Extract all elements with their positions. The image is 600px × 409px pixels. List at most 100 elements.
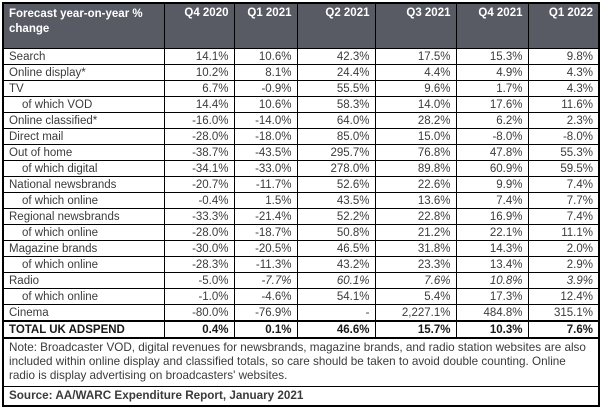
cell-value: -5.0%: [163, 272, 235, 289]
cell-value: 7.6%: [374, 272, 457, 289]
note-row: Note: Broadcaster VOD, digital revenues …: [2, 337, 600, 388]
cell-value: 22.8%: [374, 208, 457, 225]
cell-value: 42.3%: [296, 48, 376, 65]
row-label: of which online: [2, 224, 165, 241]
row-label: TV: [2, 80, 165, 97]
cell-value: -34.1%: [163, 160, 235, 177]
row-label: of which online: [2, 192, 165, 209]
cell-value: -0.9%: [233, 80, 298, 97]
column-header-q3-2021: Q3 2021: [374, 2, 457, 49]
cell-value: 54.1%: [296, 288, 376, 305]
cell-value: -11.3%: [233, 256, 298, 273]
row-label: of which online: [2, 256, 165, 273]
table-row: of which online -1.0% -4.6% 54.1% 5.4% 17.3% 1…: [2, 288, 600, 305]
cell-value: -33.0%: [233, 160, 298, 177]
cell-value: -76.9%: [233, 304, 298, 322]
cell-value: 2.0%: [527, 240, 600, 257]
row-label: Cinema: [2, 304, 165, 322]
cell-value: 14.4%: [163, 96, 235, 113]
row-label: Magazine brands: [2, 240, 165, 257]
cell-value: 50.8%: [296, 224, 376, 241]
row-label: TOTAL UK ADSPEND: [2, 320, 165, 339]
cell-value: 43.5%: [296, 192, 376, 209]
row-label: National newsbrands: [2, 176, 165, 193]
cell-value: 59.5%: [527, 160, 600, 177]
cell-value: -28.3%: [163, 256, 235, 273]
cell-value: -4.6%: [233, 288, 298, 305]
table-row: Out of home -38.7% -43.5% 295.7% 76.8% 47.8% 5…: [2, 144, 600, 161]
cell-value: 12.4%: [527, 288, 600, 305]
cell-value: 484.8%: [455, 304, 529, 322]
cell-value: -28.0%: [163, 224, 235, 241]
cell-value: 46.6%: [296, 320, 376, 339]
cell-value: 60.9%: [455, 160, 529, 177]
cell-value: 85.0%: [296, 128, 376, 145]
cell-value: 14.0%: [374, 96, 457, 113]
cell-value: 8.1%: [233, 64, 298, 81]
cell-value: 17.5%: [374, 48, 457, 65]
cell-value: 17.3%: [455, 288, 529, 305]
table-row: Direct mail -28.0% -18.0% 85.0% 15.0% -8.0% -8…: [2, 128, 600, 145]
cell-value: 9.6%: [374, 80, 457, 97]
table-row: National newsbrands -20.7% -11.7% 52.6% 22.6…: [2, 176, 600, 193]
row-label: of which online: [2, 288, 165, 305]
cell-value: 14.3%: [455, 240, 529, 257]
cell-value: -18.0%: [233, 128, 298, 145]
table-row: TOTAL UK ADSPEND 0.4% 0.1% 46.6% 15.7% 10.3% 7…: [2, 320, 600, 339]
row-label: Online classified*: [2, 112, 165, 129]
cell-value: 28.2%: [374, 112, 457, 129]
cell-value: -28.0%: [163, 128, 235, 145]
table-body: Search 14.1% 10.6% 42.3% 17.5% 15.3% 9.8% Onlin…: [2, 48, 600, 339]
cell-value: 13.4%: [455, 256, 529, 273]
cell-value: -20.7%: [163, 176, 235, 193]
cell-value: 3.9%: [527, 272, 600, 289]
cell-value: 10.8%: [455, 272, 529, 289]
source-row: Source: AA/WARC Expenditure Report, Janu…: [2, 386, 600, 407]
table-header: Forecast year-on-year % change Q4 2020 Q1…: [2, 2, 600, 49]
cell-value: 16.9%: [455, 208, 529, 225]
cell-value: 2,227.1%: [374, 304, 457, 322]
cell-value: 7.4%: [455, 192, 529, 209]
column-header-q4-2020: Q4 2020: [163, 2, 235, 49]
cell-value: 43.2%: [296, 256, 376, 273]
cell-value: 4.4%: [374, 64, 457, 81]
table-row: of which digital -34.1% -33.0% 278.0% 89.8% 6…: [2, 160, 600, 177]
cell-value: 0.1%: [233, 320, 298, 339]
cell-value: 7.4%: [527, 176, 600, 193]
cell-value: 295.7%: [296, 144, 376, 161]
row-label: of which VOD: [2, 96, 165, 113]
cell-value: -0.4%: [163, 192, 235, 209]
cell-value: 55.5%: [296, 80, 376, 97]
row-label: Radio: [2, 272, 165, 289]
table-row: of which online -28.0% -18.7% 50.8% 21.2% 22.…: [2, 224, 600, 241]
cell-value: 55.3%: [527, 144, 600, 161]
cell-value: 2.3%: [527, 112, 600, 129]
cell-value: 15.0%: [374, 128, 457, 145]
cell-value: -16.0%: [163, 112, 235, 129]
cell-value: 6.7%: [163, 80, 235, 97]
cell-value: -1.0%: [163, 288, 235, 305]
cell-value: 58.3%: [296, 96, 376, 113]
row-label: Online display*: [2, 64, 165, 81]
cell-value: 76.8%: [374, 144, 457, 161]
cell-value: -21.4%: [233, 208, 298, 225]
cell-value: 6.2%: [455, 112, 529, 129]
cell-value: 7.4%: [527, 208, 600, 225]
cell-value: 10.6%: [233, 96, 298, 113]
cell-value: -43.5%: [233, 144, 298, 161]
cell-value: 7.6%: [527, 320, 600, 339]
cell-value: 0.4%: [163, 320, 235, 339]
cell-value: -80.0%: [163, 304, 235, 322]
cell-value: 46.5%: [296, 240, 376, 257]
cell-value: 11.6%: [527, 96, 600, 113]
row-label: Direct mail: [2, 128, 165, 145]
cell-value: 9.8%: [527, 48, 600, 65]
cell-value: -14.0%: [233, 112, 298, 129]
table-row: TV 6.7% -0.9% 55.5% 9.6% 1.7% 4.3%: [2, 80, 600, 97]
cell-value: 89.8%: [374, 160, 457, 177]
column-header-q2-2021: Q2 2021: [296, 2, 376, 49]
cell-value: 15.3%: [455, 48, 529, 65]
cell-value: 14.1%: [163, 48, 235, 65]
cell-value: 11.1%: [527, 224, 600, 241]
